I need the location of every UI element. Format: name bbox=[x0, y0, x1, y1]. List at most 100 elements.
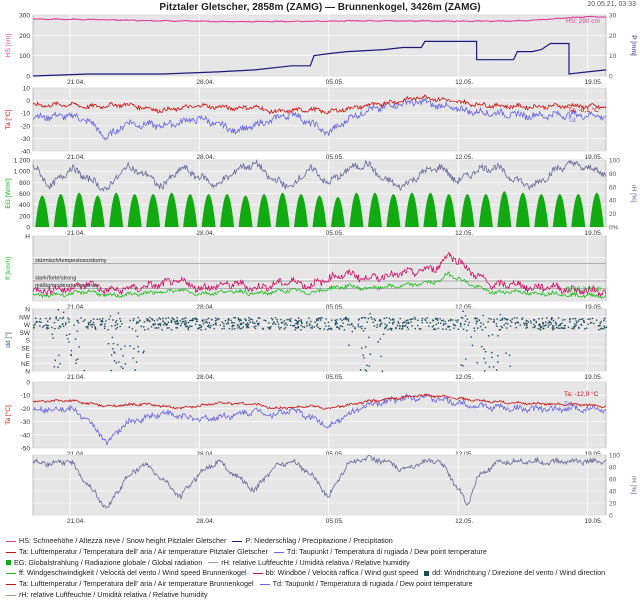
dd-point bbox=[300, 321, 303, 324]
dd-point bbox=[77, 358, 79, 360]
x-tick-label: 05.05. bbox=[326, 518, 344, 525]
dd-point bbox=[417, 324, 419, 327]
dd-point bbox=[215, 324, 217, 326]
dd-point bbox=[482, 314, 484, 317]
dd-point bbox=[108, 318, 110, 320]
x-tick-label: 28.04. bbox=[196, 230, 214, 237]
dd-point bbox=[175, 327, 177, 329]
dd-point bbox=[298, 320, 300, 322]
dd-point bbox=[461, 317, 464, 319]
dd-point bbox=[240, 319, 242, 322]
legend-label: rH: relative Luftfeuchte / Umidità relat… bbox=[19, 589, 208, 599]
dd-point bbox=[392, 318, 394, 320]
dd-point bbox=[552, 324, 554, 327]
dd-point bbox=[62, 311, 65, 313]
dd-point bbox=[300, 319, 302, 321]
td-label: Td bbox=[568, 117, 576, 124]
dd-point bbox=[450, 319, 452, 322]
dd-point bbox=[77, 320, 79, 322]
dd-point bbox=[547, 322, 549, 324]
dd-point bbox=[462, 328, 465, 330]
y2-axis-label: rH [%] bbox=[630, 184, 637, 202]
dd-point bbox=[58, 354, 60, 357]
dd-point bbox=[444, 320, 446, 323]
dd-point bbox=[286, 324, 288, 326]
dd-point bbox=[476, 317, 478, 320]
legend-swatch bbox=[6, 573, 16, 575]
dd-point bbox=[143, 350, 145, 352]
dd-point bbox=[253, 322, 255, 325]
dd-point bbox=[481, 329, 484, 331]
dd-point bbox=[381, 370, 384, 373]
dd-point bbox=[348, 344, 350, 346]
dd-point bbox=[354, 327, 356, 329]
eg-day-bar bbox=[238, 195, 253, 227]
series-rh-line bbox=[32, 454, 607, 509]
dd-point bbox=[261, 327, 264, 329]
x-tick-label: 05.05. bbox=[326, 230, 344, 237]
legend-row: ff: Windgeschwindigkeit / Velocità del v… bbox=[6, 568, 636, 579]
dd-point bbox=[492, 366, 495, 368]
dd-point bbox=[196, 320, 198, 322]
dd-point bbox=[573, 325, 575, 328]
x-tick-label: 12.05. bbox=[455, 304, 473, 311]
dd-point bbox=[289, 320, 291, 322]
dd-point bbox=[456, 321, 458, 323]
dd-point bbox=[87, 327, 89, 329]
dd-point bbox=[276, 321, 279, 323]
dd-point bbox=[576, 322, 578, 324]
dd-point bbox=[578, 326, 580, 329]
dd-point bbox=[135, 361, 138, 363]
dd-point bbox=[185, 326, 187, 328]
legend-swatch bbox=[6, 584, 16, 586]
eg-day-bar bbox=[257, 194, 272, 227]
dd-point bbox=[586, 327, 588, 329]
dd-point bbox=[151, 318, 153, 320]
dd-point bbox=[68, 321, 70, 323]
dd-point bbox=[180, 325, 182, 327]
dd-point bbox=[414, 316, 416, 319]
y-tick-label: -10 bbox=[21, 111, 31, 118]
dd-point bbox=[75, 362, 77, 364]
legend-swatch bbox=[259, 584, 270, 586]
dd-point bbox=[122, 355, 124, 357]
dd-point bbox=[204, 328, 207, 330]
dd-point bbox=[242, 322, 245, 324]
dd-point bbox=[514, 323, 517, 325]
dd-point bbox=[603, 319, 605, 322]
series-p-line bbox=[32, 40, 607, 77]
dd-point bbox=[392, 322, 394, 324]
dd-point bbox=[533, 319, 535, 321]
dd-point bbox=[352, 325, 354, 327]
y2-tick-label: 10 bbox=[609, 53, 617, 60]
dd-point bbox=[115, 319, 118, 322]
dd-point bbox=[460, 364, 462, 366]
panel-2-frame bbox=[32, 87, 607, 152]
y-tick-label: N bbox=[25, 307, 30, 314]
dd-point bbox=[417, 319, 419, 322]
dd-point bbox=[214, 320, 217, 322]
dd-point bbox=[359, 369, 362, 371]
dd-point bbox=[224, 320, 227, 322]
dd-point bbox=[176, 316, 178, 319]
dd-point bbox=[206, 322, 208, 324]
dd-point bbox=[584, 328, 586, 330]
dd-point bbox=[477, 327, 479, 329]
dd-point bbox=[571, 327, 573, 330]
y2-axis-label: rH [%] bbox=[630, 476, 637, 494]
y-tick-label: -40 bbox=[21, 149, 31, 156]
dd-point bbox=[136, 321, 138, 323]
legend-item: Td: Taupunkt / Temperatura di rugiada / … bbox=[273, 546, 487, 558]
dd-point bbox=[497, 361, 499, 363]
legend-label: Td: Taupunkt / Temperatura di rugiada / … bbox=[286, 546, 487, 556]
dd-point bbox=[347, 323, 349, 326]
dd-point bbox=[578, 327, 580, 329]
dd-point bbox=[278, 326, 280, 328]
dd-point bbox=[600, 321, 602, 323]
dd-point bbox=[551, 317, 553, 319]
legend-swatch bbox=[6, 560, 11, 566]
dd-point bbox=[120, 366, 122, 368]
legend-item: ff: Windgeschwindigkeit / Velocità del v… bbox=[6, 568, 247, 579]
dd-point bbox=[67, 338, 69, 340]
dd-point bbox=[231, 321, 233, 324]
